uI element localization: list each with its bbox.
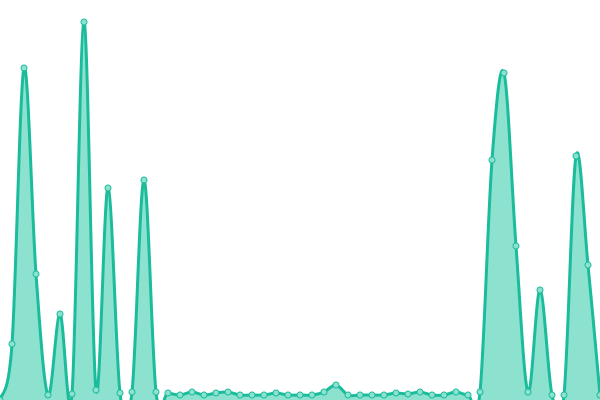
data-point (344, 391, 352, 399)
data-point (308, 391, 316, 399)
data-point (536, 286, 544, 294)
data-point (332, 381, 340, 389)
data-point (140, 176, 148, 184)
data-point (80, 18, 88, 26)
data-point (20, 64, 28, 72)
data-point (416, 388, 424, 396)
data-point (152, 388, 160, 396)
data-point (500, 69, 508, 77)
data-point (212, 389, 220, 397)
data-point (92, 386, 100, 394)
data-point (524, 388, 532, 396)
data-point (296, 391, 304, 399)
data-point (188, 388, 196, 396)
data-point (0, 396, 4, 400)
data-point (176, 391, 184, 399)
data-point (548, 391, 556, 399)
data-point (68, 390, 76, 398)
data-point (428, 391, 436, 399)
data-point (116, 389, 124, 397)
data-point (56, 310, 64, 318)
data-point (356, 391, 364, 399)
data-point (128, 388, 136, 396)
data-point (44, 391, 52, 399)
data-point (464, 391, 472, 399)
data-point (32, 270, 40, 278)
data-point (380, 391, 388, 399)
data-points (0, 18, 600, 400)
data-point (236, 391, 244, 399)
data-point (476, 388, 484, 396)
data-point (248, 391, 256, 399)
data-point (512, 242, 520, 250)
data-point (284, 391, 292, 399)
data-point (272, 389, 280, 397)
data-point (584, 261, 592, 269)
data-point (452, 388, 460, 396)
data-point (8, 340, 16, 348)
data-point (200, 391, 208, 399)
data-point (572, 152, 580, 160)
data-point (440, 391, 448, 399)
data-point (224, 388, 232, 396)
data-point (104, 184, 112, 192)
data-point (368, 391, 376, 399)
data-point (164, 389, 172, 397)
data-point (392, 389, 400, 397)
data-point (488, 156, 496, 164)
data-point (560, 391, 568, 399)
data-point (260, 391, 268, 399)
data-point (320, 388, 328, 396)
data-point (404, 390, 412, 398)
data-point (596, 391, 600, 399)
